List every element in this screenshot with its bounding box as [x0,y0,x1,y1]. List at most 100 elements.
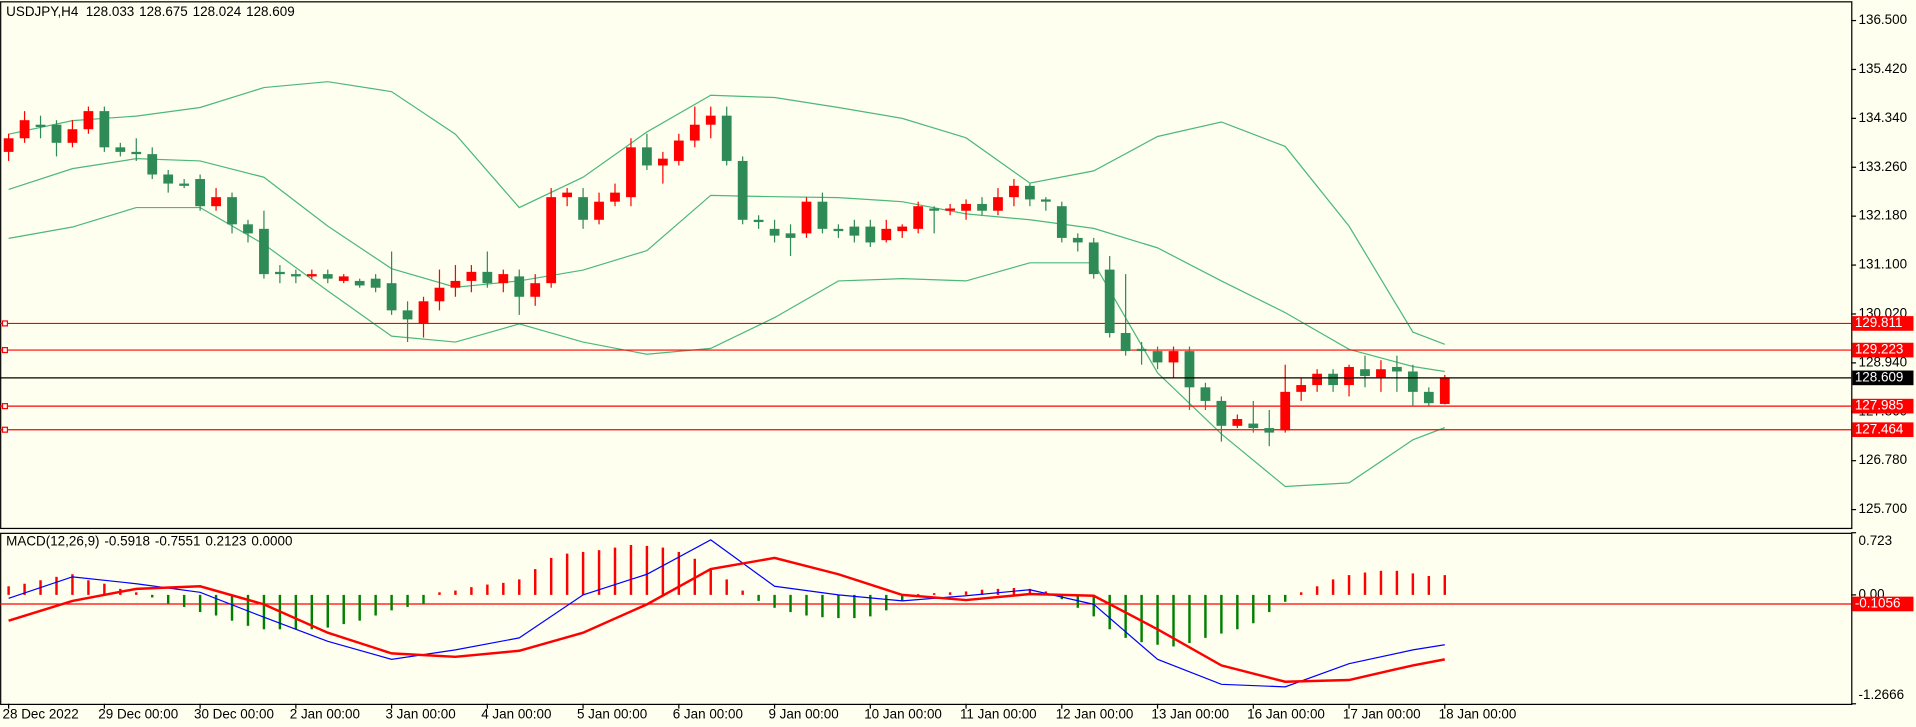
candle-body [1072,237,1083,243]
level-box [1852,342,1914,358]
x-tick-label: 10 Jan 00:00 [864,706,942,721]
level-handle [1,403,9,410]
indicator-name: MACD(12,26,9) [6,533,99,548]
level-box [1852,398,1914,414]
candle-body [705,115,716,125]
candle-body [1216,400,1227,426]
x-tick-label: 16 Jan 00:00 [1247,706,1325,721]
level-box [1852,422,1914,438]
candle-body [1056,206,1067,238]
level-label: -0.1056 [1855,596,1901,611]
candle-body [897,226,908,232]
candle-body [801,201,812,234]
candle-body [1280,391,1291,431]
candle-body [945,208,955,211]
candle-body [35,124,46,127]
candle-body [1040,199,1051,202]
candle-body [594,201,604,220]
candle-body [865,226,876,243]
readout: -0.5918 [104,533,150,548]
candle-body [1312,373,1323,386]
y-tick-label: 134.340 [1859,110,1908,125]
candle-body [1344,366,1354,386]
candle-body [402,310,413,320]
candle-body [881,228,892,241]
level-handle [1,320,9,327]
candle-body [530,283,541,297]
close-readout: 128.609 [246,4,295,19]
candle-body [354,280,365,286]
candle-body [466,271,477,281]
candle-body [1136,348,1147,352]
candle-body [19,120,30,139]
candle-body [482,271,493,284]
candle-body [610,192,620,202]
candle-body [977,203,987,211]
x-tick-label: 11 Jan 00:00 [960,706,1037,721]
bollinger-band [8,206,1446,488]
candle-body [689,124,700,141]
candle-body [322,274,333,279]
candle-body [259,228,269,275]
candle-body [1439,377,1450,404]
candle-body [179,183,190,186]
level-box [1852,596,1914,612]
x-tick-label: 12 Jan 00:00 [1056,706,1134,721]
candle-body [833,228,844,232]
candle-body [753,219,764,223]
candle-body [386,283,397,311]
candle-body [83,111,94,130]
level-box [1852,316,1914,331]
candle-body [514,276,525,297]
candle-body [147,154,158,175]
candle-body [642,147,652,166]
macd-line [8,556,1446,683]
candle-body [131,151,142,155]
candle-body [370,278,381,288]
candle-body [211,197,221,207]
candle-body [1407,371,1418,392]
readout: 0.2123 [205,533,246,548]
y-tick-label: 125.700 [1859,501,1908,516]
bollinger-band [8,81,1446,345]
x-tick-label: 13 Jan 00:00 [1151,706,1229,721]
candle-body [434,287,445,302]
candle-body [993,197,1003,211]
macd-title: MACD(12,26,9) -0.5918 -0.7551 0.2123 0.0000 [6,533,292,548]
x-tick-label: 5 Jan 00:00 [577,706,647,721]
level-label: 127.985 [1855,398,1904,413]
candle-body [418,301,429,324]
x-tick-label: 6 Jan 00:00 [673,706,743,721]
candle-body [1009,185,1019,198]
candle-body [1264,428,1275,433]
bid-label: 128.609 [1855,369,1904,384]
candle-body [849,226,860,236]
candle-body [929,208,940,211]
y-tick-label: 135.420 [1859,61,1908,76]
x-tick-label: 17 Jan 00:00 [1343,706,1421,721]
low-readout: 128.024 [193,4,242,19]
x-tick-label: 30 Dec 00:00 [194,706,274,721]
candle-body [3,138,14,152]
y-tick-label: 132.180 [1859,208,1908,223]
candle-body [1360,369,1370,377]
level-handle [1,347,9,354]
level-handle [1,426,9,433]
bid-box [1852,370,1914,386]
candle-body [195,179,205,207]
level-label: 129.811 [1855,315,1903,330]
candle-body [450,280,461,288]
candle-body [1248,423,1259,429]
candle-body [1392,366,1402,372]
x-tick-label: 9 Jan 00:00 [768,706,838,721]
candle-body [769,228,780,236]
candle-body [578,197,588,220]
y-tick-label: 131.100 [1859,257,1908,272]
x-tick-label: 29 Dec 00:00 [98,706,178,721]
symbol: USDJPY,H4 [6,4,79,19]
candle-body [1200,387,1211,401]
x-tick-label: 18 Jan 00:00 [1439,706,1517,721]
